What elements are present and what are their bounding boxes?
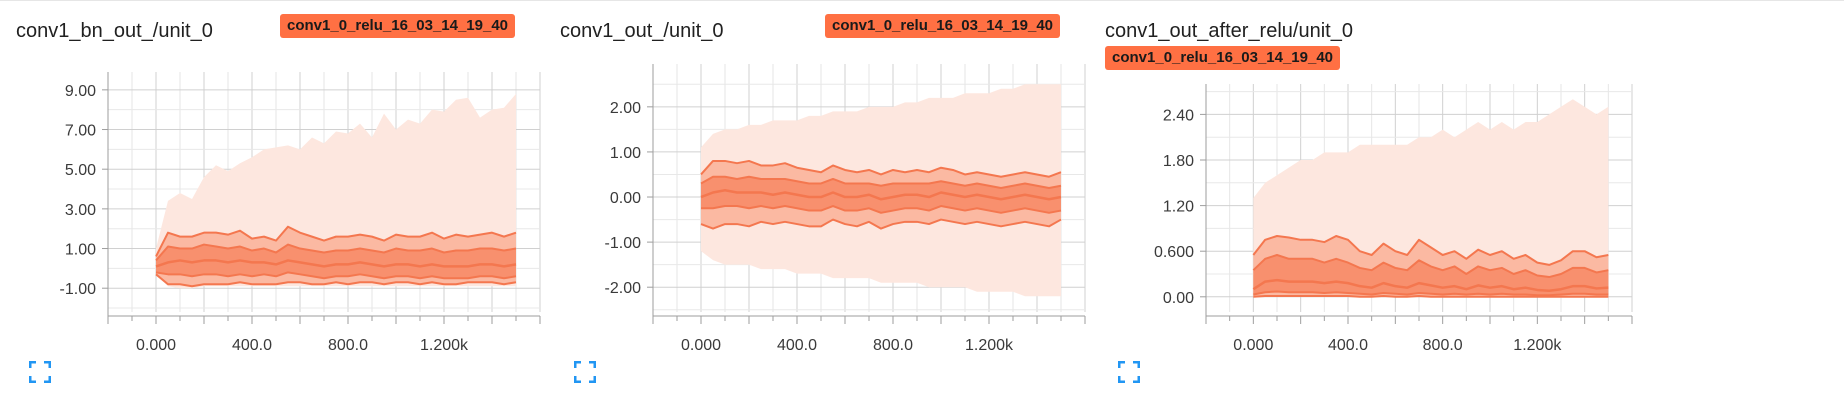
percentile-line-31	[1253, 290, 1609, 297]
distribution-band-inner	[701, 176, 1061, 213]
percentile-line-84	[155, 225, 517, 257]
percentile-line-16	[700, 218, 1062, 230]
x-tick-label: 800.0	[873, 337, 913, 354]
expand-icon[interactable]	[28, 360, 52, 384]
y-tick-label: 2.00	[610, 100, 641, 117]
expand-icon[interactable]	[1117, 360, 1141, 384]
percentile-line-31	[155, 271, 517, 280]
expand-icon[interactable]	[573, 360, 597, 384]
distribution-band-inner	[1253, 255, 1609, 296]
chart-card-conv1-out: conv1_out_/unit_0 conv1_0_relu_16_03_14_…	[545, 0, 1090, 404]
median-line	[155, 259, 517, 268]
distribution-band-inner	[156, 244, 516, 279]
y-tick-label: 9.00	[65, 83, 96, 100]
percentile-line-84	[700, 159, 1062, 178]
y-tick-label: 0.600	[1154, 244, 1194, 261]
x-tick-label: 400.0	[232, 337, 272, 354]
x-tick-label: 1.200k	[1513, 337, 1562, 354]
top-divider	[0, 0, 1844, 1]
x-tick-label: 0.000	[681, 337, 721, 354]
x-tick-label: 400.0	[1328, 337, 1368, 354]
percentile-line-84	[1252, 235, 1609, 266]
y-tick-label: 0.00	[610, 190, 641, 207]
y-tick-label: 2.40	[1163, 107, 1194, 124]
y-tick-label: 3.00	[65, 202, 96, 219]
x-tick-label: 400.0	[777, 337, 817, 354]
chart-card-conv1-out-after-relu: conv1_out_after_relu/unit_0 conv1_0_relu…	[1090, 0, 1635, 404]
chart-plot[interactable]: 0.000 400.0 800.0 1.200k 9.00 7.00 5.00 3.00 1.0…	[0, 0, 545, 404]
y-tick-label: -2.00	[605, 280, 642, 297]
percentile-line-16	[1253, 295, 1609, 298]
percentile-line-69	[700, 175, 1062, 189]
y-tick-label: 1.00	[610, 145, 641, 162]
chart-title: conv1_out_/unit_0	[560, 20, 724, 42]
run-tag-badge[interactable]: conv1_0_relu_16_03_14_19_40	[280, 14, 516, 38]
chart-title: conv1_out_after_relu/unit_0	[1105, 20, 1353, 42]
x-tick-label: 800.0	[328, 337, 368, 354]
y-tick-label: -1.00	[605, 235, 642, 252]
y-tick-label: -1.00	[60, 281, 97, 298]
y-tick-label: 0.00	[1163, 290, 1194, 307]
x-tick-label: 0.000	[136, 337, 176, 354]
y-tick-label: 1.00	[65, 242, 96, 259]
x-tick-label: 1.200k	[965, 337, 1014, 354]
percentile-line-31	[701, 205, 1062, 214]
percentile-line-69	[1252, 254, 1609, 279]
y-tick-label: 5.00	[65, 162, 96, 179]
median-line	[1252, 278, 1609, 292]
chart-plot[interactable]: 0.000 400.0 800.0 1.200k 2.40 1.80 1.20 0.600 0.…	[1090, 0, 1635, 404]
run-tag-badge[interactable]: conv1_0_relu_16_03_14_19_40	[825, 14, 1061, 38]
chart-card-conv1-bn-out: conv1_bn_out_/unit_0 conv1_0_relu_16_03_…	[0, 0, 545, 404]
median-line	[700, 189, 1062, 201]
y-tick-label: 1.20	[1163, 199, 1194, 216]
run-tag-badge[interactable]: conv1_0_relu_16_03_14_19_40	[1105, 46, 1341, 70]
percentile-line-69	[155, 243, 517, 262]
y-tick-label: 1.80	[1163, 153, 1194, 170]
chart-title: conv1_bn_out_/unit_0	[16, 20, 213, 42]
y-tick-label: 7.00	[65, 123, 96, 140]
percentile-line-16	[155, 273, 517, 288]
x-tick-label: 1.200k	[420, 337, 469, 354]
x-tick-label: 0.000	[1233, 337, 1273, 354]
chart-plot[interactable]: 0.000 400.0 800.0 1.200k 2.00 1.00 0.00 -1.00 -2…	[545, 0, 1090, 404]
x-tick-label: 800.0	[1423, 337, 1463, 354]
